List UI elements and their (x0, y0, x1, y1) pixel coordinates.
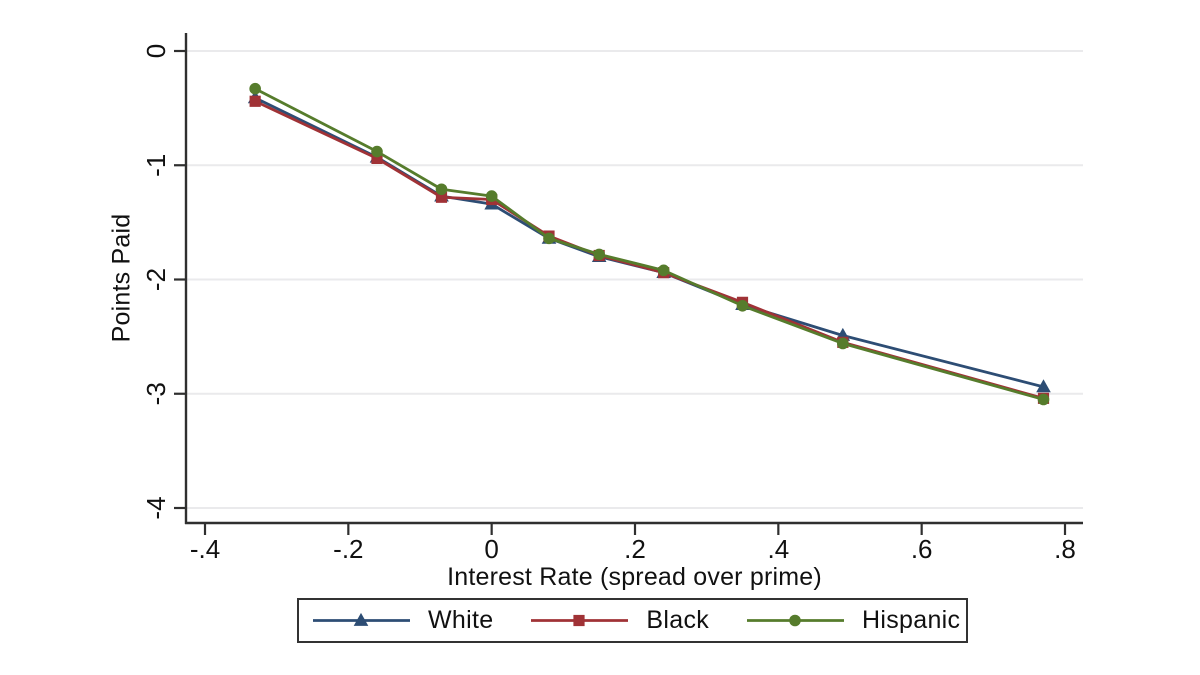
series-line (254, 96, 1044, 389)
triangle-marker-icon (1036, 379, 1051, 393)
x-tick-label: -.2 (333, 534, 363, 564)
circle-marker-icon (593, 248, 605, 261)
white-series-swatch (313, 612, 410, 626)
x-tick-label: .6 (911, 534, 933, 564)
square-marker-icon (573, 614, 586, 627)
y-tick-label: 0 (141, 44, 171, 58)
x-axis-title: Interest Rate (spread over prime) (447, 563, 822, 591)
x-tick-label: .2 (624, 534, 646, 564)
x-tick-label: 0 (484, 534, 498, 564)
circle-marker-icon (657, 264, 670, 277)
black-series-swatch (531, 614, 629, 627)
series-white (247, 90, 1051, 393)
circle-marker-icon (1037, 393, 1050, 406)
y-tick-label: -2 (141, 268, 171, 291)
legend: White Black Hispanic (297, 598, 968, 643)
y-tick-label: -4 (141, 496, 171, 519)
legend-label-white: White (428, 606, 494, 634)
circle-marker-icon (837, 337, 849, 350)
y-tick-group: 0 -1 -2 -3 -4 (141, 44, 186, 520)
circle-marker-icon (789, 614, 801, 627)
legend-entry-black: Black (530, 606, 709, 635)
square-marker-icon (435, 191, 448, 203)
circle-marker-icon (435, 183, 448, 196)
gridlines (187, 50, 1083, 509)
series-hispanic (249, 82, 1050, 406)
y-tick-label: -1 (141, 154, 171, 177)
triangle-marker-icon (353, 612, 369, 626)
circle-marker-icon (371, 145, 383, 158)
y-tick-label: -3 (141, 382, 171, 405)
legend-label-hispanic: Hispanic (862, 606, 961, 634)
circle-marker-icon (485, 190, 498, 202)
circle-marker-icon (543, 232, 555, 245)
x-tick-label: -.4 (190, 534, 220, 564)
x-tick-label: .4 (767, 534, 789, 564)
legend-entry-hispanic: Hispanic (746, 606, 960, 635)
circle-marker-icon (249, 82, 261, 95)
legend-label-black: Black (646, 606, 710, 634)
hispanic-series-swatch (747, 614, 845, 627)
y-axis-title: Points Paid (107, 213, 136, 343)
square-marker-icon (371, 152, 383, 164)
series-line (254, 87, 1044, 401)
series-line (254, 100, 1044, 400)
x-tick-label: .8 (1054, 534, 1076, 564)
circle-marker-icon (736, 299, 749, 312)
x-tick-group: -.4 -.2 0 .2 .4 .6 .8 (190, 523, 1076, 564)
legend-entry-white: White (312, 606, 493, 635)
square-marker-icon (249, 95, 261, 107)
